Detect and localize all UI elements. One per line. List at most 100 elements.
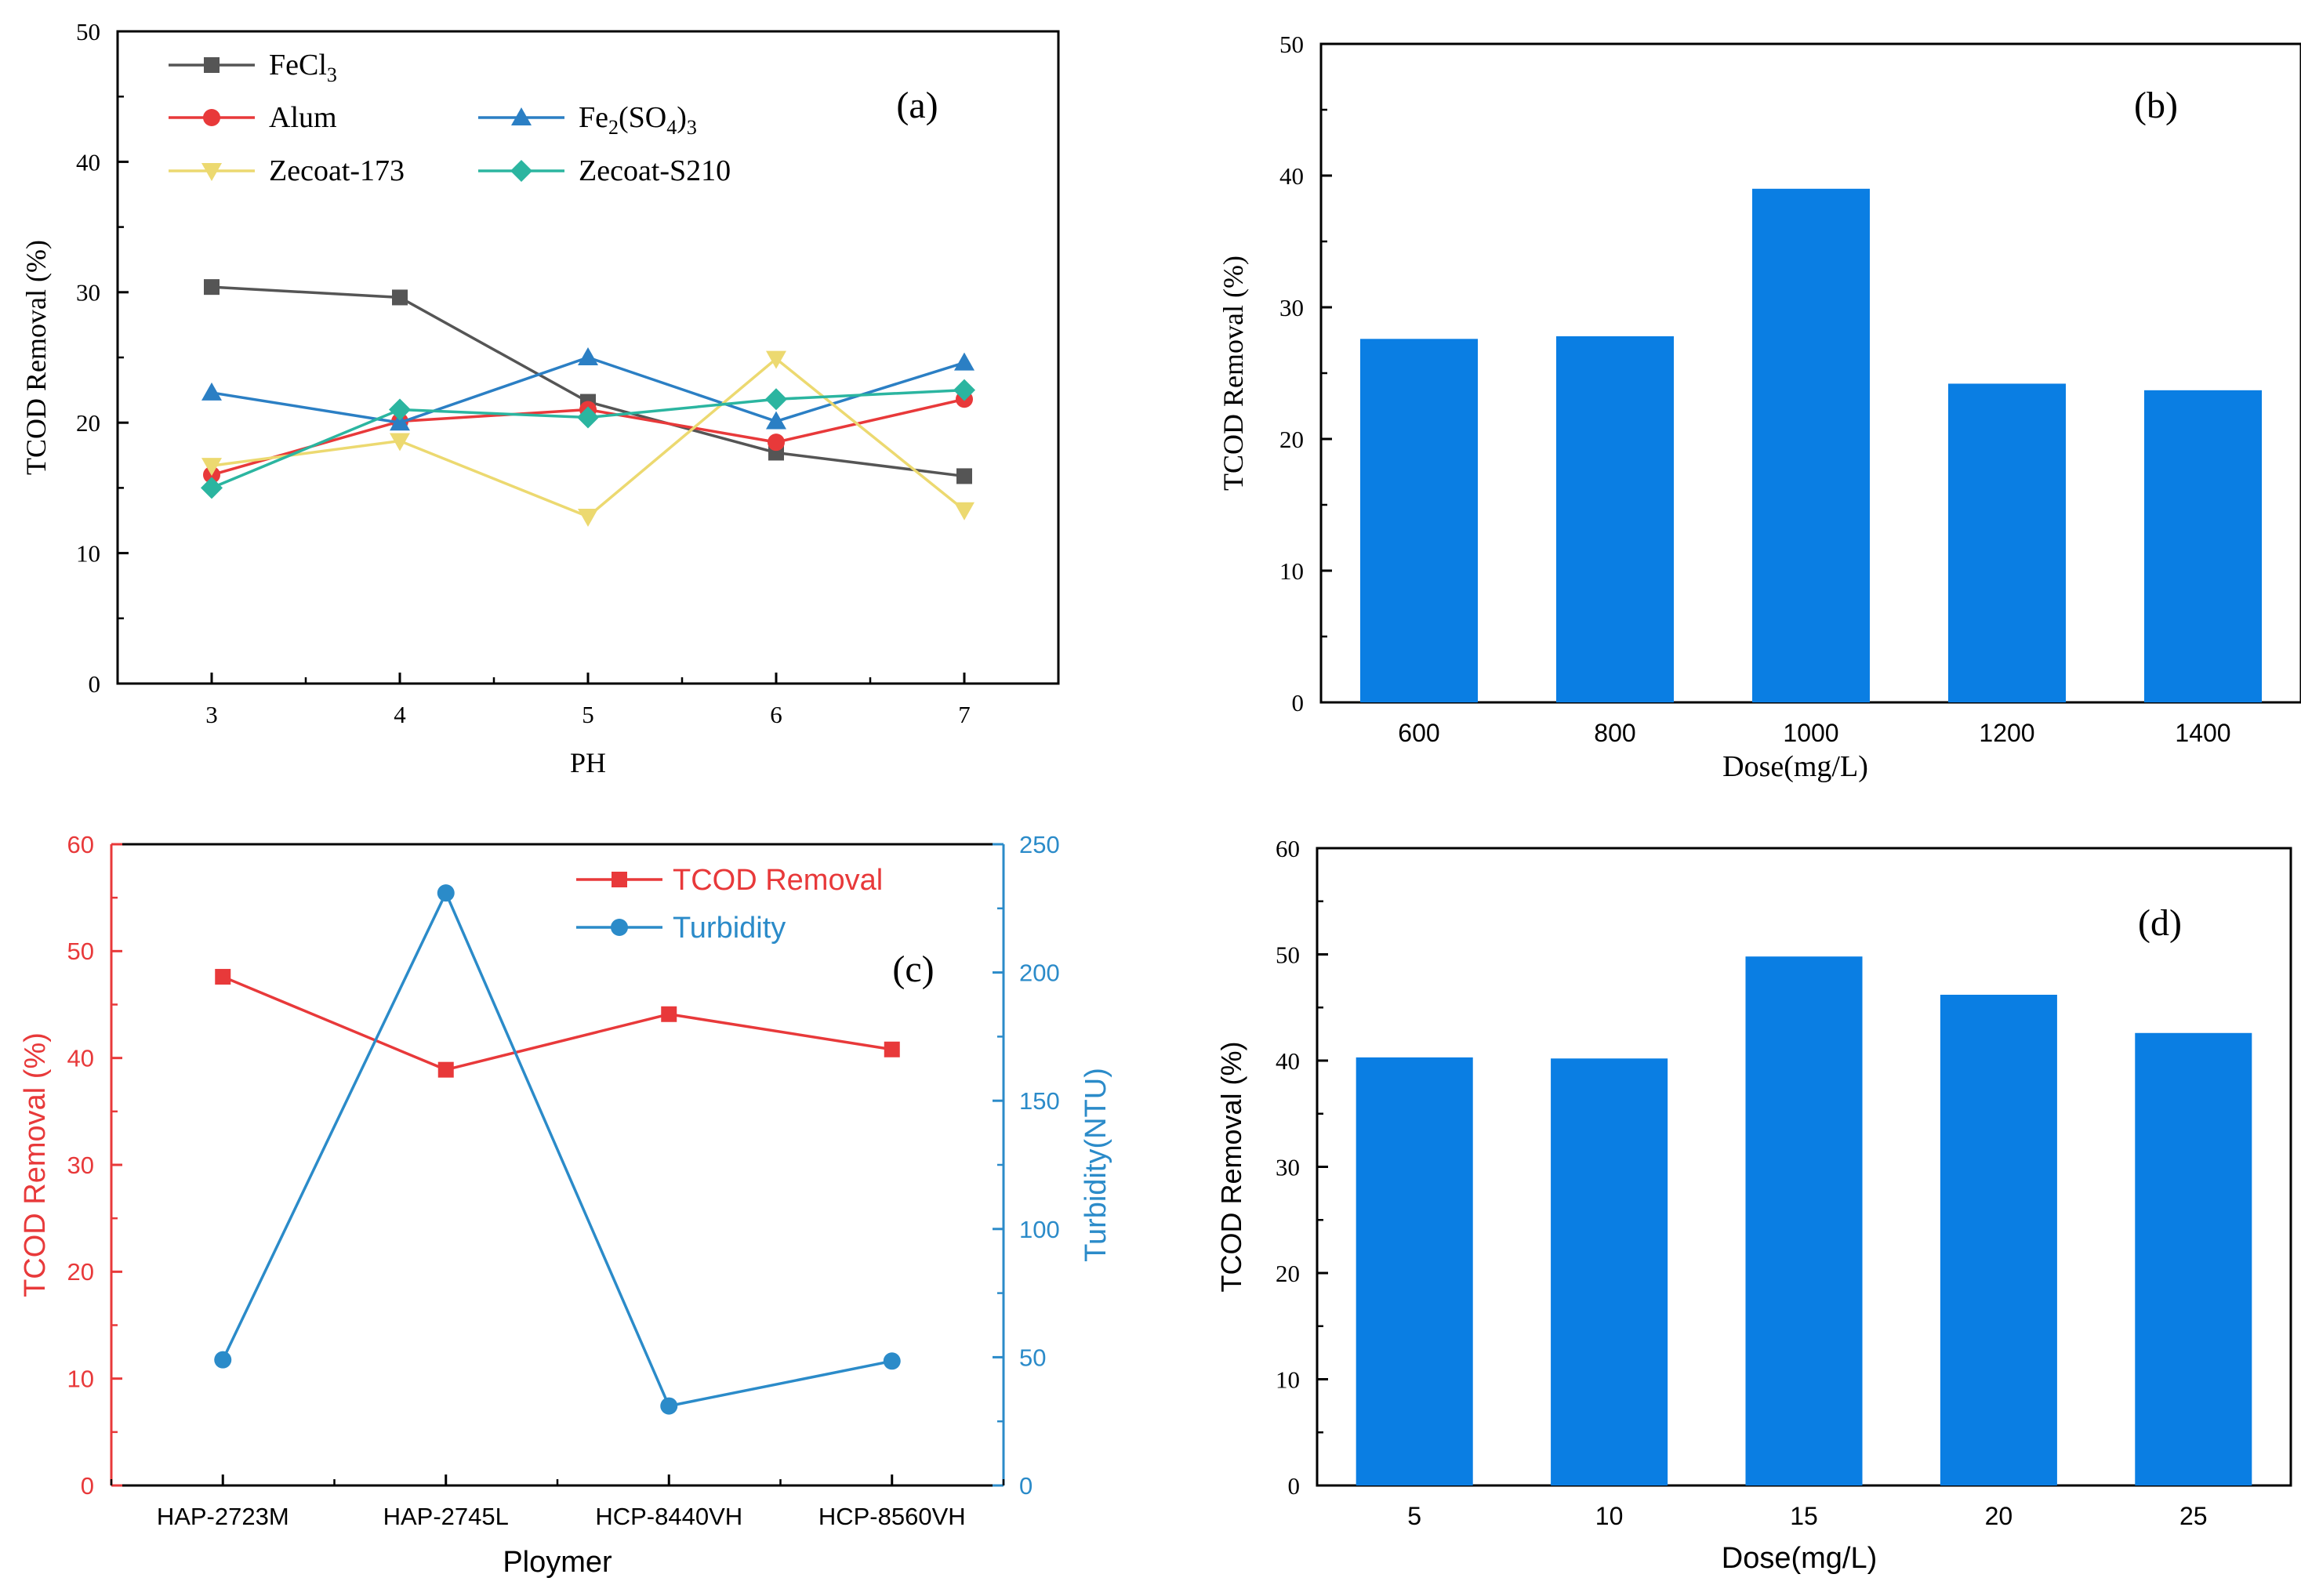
panel-label: (d) bbox=[2138, 902, 2182, 944]
series-Turbidity bbox=[214, 884, 901, 1415]
y-tick-label: 60 bbox=[1276, 835, 1300, 862]
legend-label-part: Zecoat-173 bbox=[269, 154, 405, 187]
legend-label: TCOD Removal bbox=[673, 864, 883, 897]
data-point bbox=[577, 406, 599, 429]
x-axis-label: PH bbox=[570, 747, 606, 778]
legend-entry: TCOD Removal bbox=[576, 864, 883, 897]
data-point bbox=[768, 433, 785, 452]
x-tick-label: 3 bbox=[205, 701, 218, 728]
y-tick-label: 0 bbox=[1288, 1472, 1301, 1500]
y-axis-label: TCOD Removal (%) bbox=[20, 240, 52, 475]
legend-marker bbox=[510, 160, 532, 182]
y-tick-label: 50 bbox=[76, 18, 100, 45]
bar-10 bbox=[1551, 1058, 1668, 1485]
legend-label: Zecoat-173 bbox=[269, 154, 405, 187]
x-tick-label: 5 bbox=[582, 701, 594, 728]
x-tick-label: 15 bbox=[1790, 1502, 1818, 1530]
data-point bbox=[215, 969, 231, 985]
y-tick-label: 30 bbox=[76, 279, 100, 307]
y-tick-label: 20 bbox=[67, 1258, 94, 1286]
data-point bbox=[661, 1006, 677, 1022]
data-point bbox=[883, 1352, 901, 1370]
bar-1000 bbox=[1752, 188, 1870, 703]
data-point bbox=[201, 458, 222, 477]
data-point bbox=[389, 398, 411, 421]
legend-entry: Zecoat-173 bbox=[169, 154, 405, 187]
y-tick-label: 0 bbox=[89, 670, 101, 698]
legend-label-part: 2 bbox=[608, 116, 619, 139]
panel-label: (c) bbox=[892, 949, 934, 990]
panel-label: (b) bbox=[2134, 85, 2178, 126]
series-Alum bbox=[203, 390, 973, 484]
y-right-tick-label: 150 bbox=[1019, 1087, 1060, 1115]
x-tick-label: HCP-8440VH bbox=[595, 1503, 742, 1530]
y-right-axis-label: Turbidity(NTU) bbox=[1080, 1068, 1112, 1262]
legend-entry: FeCl3 bbox=[169, 49, 337, 86]
x-tick-label: HAP-2723M bbox=[157, 1503, 289, 1530]
legend-marker bbox=[201, 163, 222, 181]
legend-label-part: ) bbox=[677, 101, 687, 134]
x-tick-label: HCP-8560VH bbox=[818, 1503, 966, 1530]
y-tick-label: 10 bbox=[76, 539, 100, 567]
bar-25 bbox=[2135, 1032, 2252, 1485]
legend-entry: Zecoat-S210 bbox=[478, 154, 731, 187]
data-point bbox=[953, 379, 975, 401]
data-point bbox=[765, 388, 787, 411]
bar-5 bbox=[1356, 1057, 1473, 1485]
legend-marker bbox=[203, 109, 220, 126]
legend-label: Turbidity bbox=[673, 912, 786, 945]
legend-marker bbox=[511, 107, 532, 125]
x-tick-label: 1200 bbox=[1979, 719, 2034, 747]
series-line bbox=[211, 357, 966, 519]
legend-label-part: 3 bbox=[687, 116, 697, 139]
legend-label-part: 3 bbox=[327, 63, 337, 86]
series-line bbox=[221, 889, 893, 1408]
x-tick-label: 1400 bbox=[2175, 719, 2230, 747]
panel-c: 0 10 20 30 40 50 60 0 50 100 150 200 250 HAP-2723M HAP… bbox=[19, 831, 1112, 1579]
y-tick-label: 40 bbox=[1276, 1047, 1300, 1075]
legend-label: FeCl3 bbox=[269, 49, 337, 86]
x-tick-label: 25 bbox=[2179, 1502, 2208, 1530]
y-tick-label: 0 bbox=[1292, 689, 1305, 716]
panel-b: 0 10 20 30 40 50 600 800 1000 1200 1400 Dose(mg/L) T… bbox=[1218, 31, 2301, 783]
legend-label-part: Alum bbox=[269, 101, 337, 134]
panel-d: 0 10 20 30 40 50 60 5 10 15 20 25 Dose(mg/L) TCOD Rem… bbox=[1215, 835, 2292, 1575]
y-tick-label: 60 bbox=[67, 831, 94, 858]
y-tick-label: 40 bbox=[76, 148, 100, 176]
y-tick-label: 40 bbox=[1279, 162, 1304, 190]
y-tick-label: 50 bbox=[1276, 941, 1300, 968]
bar-800 bbox=[1556, 336, 1674, 702]
data-point bbox=[578, 347, 598, 365]
x-tick-label: 6 bbox=[770, 701, 782, 728]
data-point bbox=[954, 502, 974, 521]
data-point bbox=[390, 433, 410, 452]
data-point bbox=[437, 1061, 454, 1078]
y-tick-label: 20 bbox=[1276, 1260, 1300, 1287]
legend-label: Alum bbox=[269, 101, 337, 134]
bar-15 bbox=[1745, 956, 1863, 1485]
data-point bbox=[766, 411, 786, 430]
legend-label-part: FeCl bbox=[269, 49, 327, 82]
x-tick-label: 4 bbox=[394, 701, 406, 728]
data-point bbox=[437, 884, 455, 902]
y-tick-label: 50 bbox=[1279, 31, 1304, 58]
legend-label-part: Fe bbox=[579, 101, 608, 134]
series-FeCl3 bbox=[204, 279, 972, 484]
y-tick-label: 10 bbox=[1279, 557, 1304, 585]
bar-1200 bbox=[1948, 383, 2066, 702]
data-point bbox=[390, 412, 410, 431]
bar-1400 bbox=[2144, 390, 2262, 702]
y-tick-label: 10 bbox=[67, 1366, 94, 1393]
y-tick-label: 30 bbox=[1279, 294, 1304, 321]
y-tick-label: 30 bbox=[1276, 1153, 1300, 1181]
bar-20 bbox=[1940, 994, 2057, 1485]
y-right-tick-label: 100 bbox=[1019, 1216, 1060, 1243]
y-tick-label: 20 bbox=[1279, 426, 1304, 453]
x-axis-label: Dose(mg/L) bbox=[1722, 1542, 1878, 1575]
series-TCOD Removal bbox=[215, 969, 900, 1078]
series-Zecoat-173 bbox=[201, 350, 974, 528]
x-tick-label: 1000 bbox=[1783, 719, 1838, 747]
y-right-tick-label: 200 bbox=[1019, 959, 1060, 987]
